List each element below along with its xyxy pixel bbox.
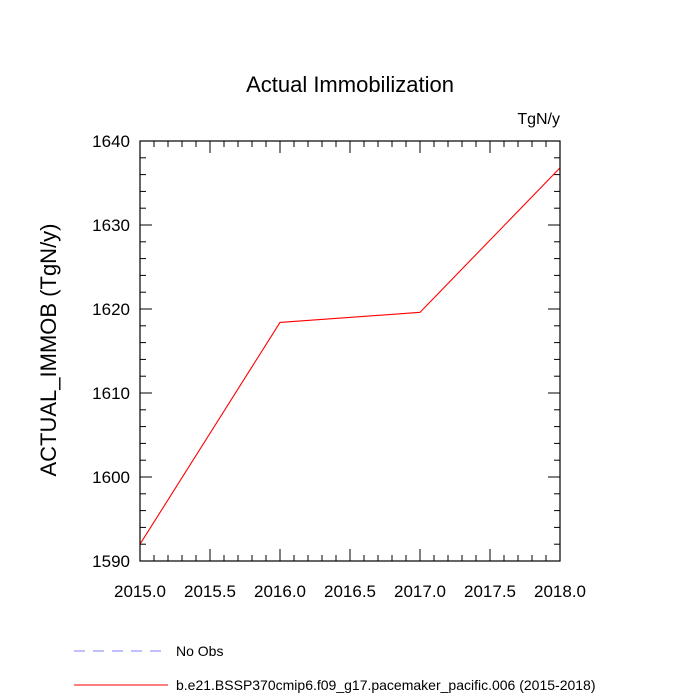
x-tick-labels: 2015.0 2015.5 2016.0 2016.5 2017.0 2017.5 2018… (114, 582, 586, 601)
legend: No Obs b.e21.BSSP370cmip6.f09_g17.pacemak… (74, 643, 596, 693)
plot-frame (139, 140, 561, 562)
x-tick-label: 2016.5 (324, 582, 376, 601)
legend-label: b.e21.BSSP370cmip6.f09_g17.pacemaker_pac… (176, 677, 596, 693)
y-tick-label: 1620 (92, 300, 130, 319)
x-tick-label: 2016.0 (254, 582, 306, 601)
y-tick-label: 1610 (92, 384, 130, 403)
y-tick-label: 1600 (92, 468, 130, 487)
x-tick-label: 2017.0 (394, 582, 446, 601)
x-tick-label: 2015.5 (184, 582, 236, 601)
y-tick-label: 1590 (92, 552, 130, 571)
series-line (139, 167, 561, 545)
x-tick-label: 2017.5 (464, 582, 516, 601)
y-tick-label: 1640 (92, 132, 130, 151)
x-tick-label: 2015.0 (114, 582, 166, 601)
plot-area (139, 167, 561, 545)
y-axis-label: ACTUAL_IMMOB (TgN/y) (36, 223, 61, 476)
units-label: TgN/y (517, 111, 560, 128)
legend-label: No Obs (176, 643, 223, 659)
y-tick-labels: 1590 1600 1610 1620 1630 1640 (92, 132, 130, 571)
axis-ticks (139, 140, 561, 562)
y-tick-label: 1630 (92, 216, 130, 235)
chart-title: Actual Immobilization (246, 72, 454, 97)
x-tick-label: 2018.0 (534, 582, 586, 601)
